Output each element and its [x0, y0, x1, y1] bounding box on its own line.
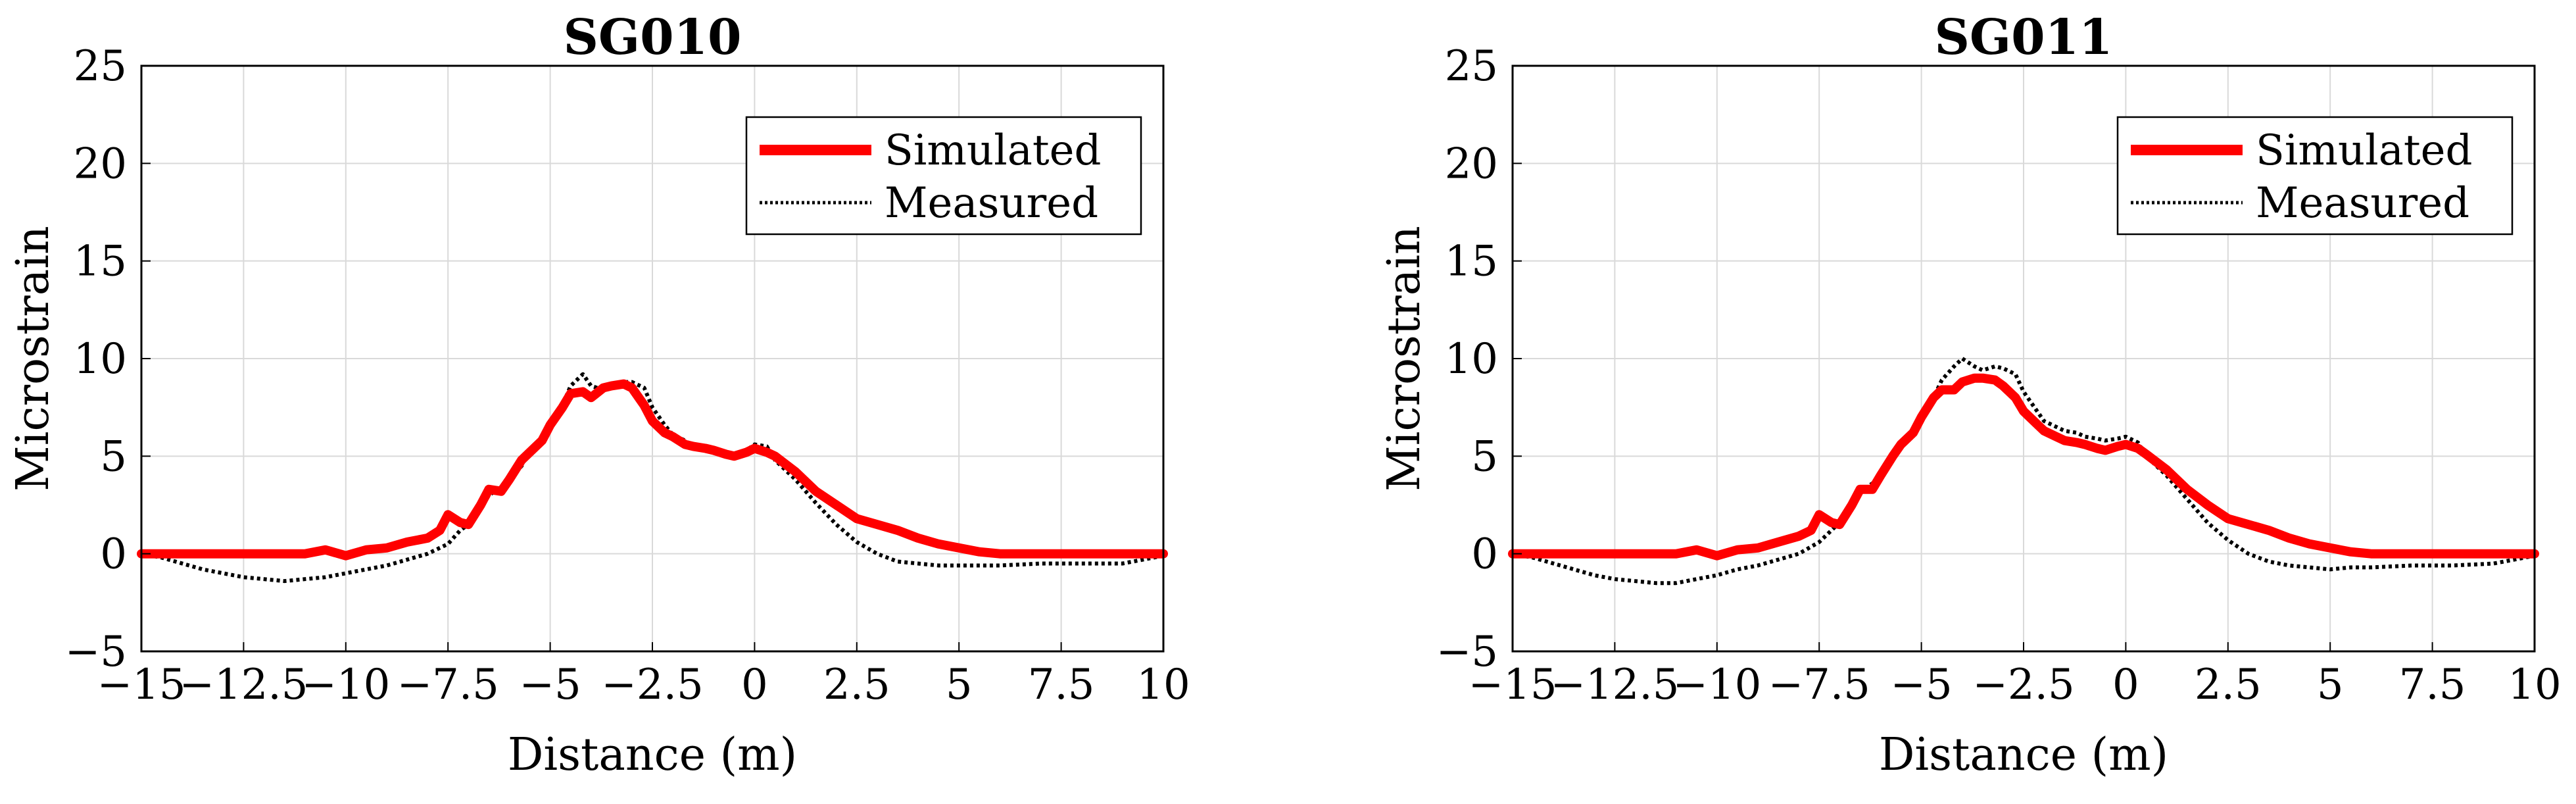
y-axis-label: Microstrain	[7, 226, 59, 491]
legend-label-measured: Measured	[2256, 179, 2469, 228]
series-line-simulated	[1508, 373, 2539, 561]
x-tick-label: −10	[1672, 661, 1761, 709]
y-tick-label: 25	[1445, 42, 1498, 91]
tick-labels: −15−12.5−10 −7.5 −5 −2.5 0 2.5 5 7.5 10 −5 0 5 10 15 2…	[1436, 42, 2562, 709]
series-line-measured	[141, 372, 1164, 584]
x-tick-label: −12.5	[179, 661, 308, 709]
x-tick-label: −15	[97, 661, 185, 709]
x-tick-label: −7.5	[397, 661, 498, 709]
legend-label-measured: Measured	[885, 179, 1098, 228]
y-tick-label: 10	[74, 335, 127, 384]
y-tick-label: 0	[100, 530, 127, 579]
x-tick-label: −5	[1890, 661, 1952, 709]
series-group	[1508, 357, 2539, 586]
x-tick-label: 10	[2508, 661, 2561, 709]
legend: Simulated Measured	[745, 116, 1142, 236]
series-line-measured	[1512, 357, 2535, 586]
tick-labels: −15−12.5−10 −7.5 −5 −2.5 0 2.5 5 7.5 10 −5 0 5 10 15 2…	[65, 42, 1190, 709]
chart-panel-sg011: SG011 −15−12.5−10 −7.5 −5 −2.5 0 2.5 5 7.5 10 −5 0…	[1378, 9, 2562, 781]
x-tick-label: −15	[1468, 661, 1557, 709]
legend-box	[745, 116, 1142, 236]
y-tick-label: 0	[1471, 530, 1498, 579]
x-tick-label: −12.5	[1550, 661, 1679, 709]
x-tick-label: −7.5	[1768, 661, 1870, 709]
y-tick-label: 15	[74, 238, 127, 286]
y-tick-label: 5	[1471, 432, 1498, 481]
x-tick-label: −2.5	[601, 661, 703, 709]
x-axis-label: Distance (m)	[508, 729, 797, 781]
x-tick-label: 5	[946, 661, 973, 709]
x-tick-label: −2.5	[1972, 661, 2074, 709]
legend-label-simulated: Simulated	[885, 126, 1101, 175]
legend-box	[2116, 116, 2514, 236]
y-tick-label: 5	[100, 432, 127, 481]
legend: Simulated Measured	[2116, 116, 2514, 236]
x-axis-label: Distance (m)	[1879, 729, 2168, 781]
legend-label-simulated: Simulated	[2256, 126, 2472, 175]
x-tick-label: 10	[1136, 661, 1190, 709]
y-tick-label: 15	[1445, 238, 1498, 286]
x-tick-label: 0	[741, 661, 768, 709]
y-axis-label: Microstrain	[1378, 226, 1430, 491]
x-tick-label: 7.5	[2399, 661, 2466, 709]
x-tick-label: −10	[301, 661, 390, 709]
chart-title: SG011	[1934, 9, 2112, 66]
x-tick-label: −5	[519, 661, 581, 709]
y-tick-label: 20	[1445, 139, 1498, 188]
x-tick-label: 2.5	[823, 661, 890, 709]
y-tick-label: 20	[74, 139, 127, 188]
y-tick-label: 25	[74, 42, 127, 91]
chart-panel-sg010: SG010 −15−12.5−10 −7.5 −5 −2.5 0 2.5 5 7.5 10 −5 0…	[7, 9, 1190, 781]
chart-title: SG010	[563, 9, 741, 66]
series-group	[137, 372, 1168, 584]
series-line-simulated	[137, 379, 1168, 561]
y-tick-label: 10	[1445, 335, 1498, 384]
x-tick-label: 0	[2112, 661, 2139, 709]
x-tick-label: 7.5	[1028, 661, 1095, 709]
x-tick-label: 2.5	[2195, 661, 2262, 709]
y-tick-label: −5	[1436, 628, 1498, 676]
x-tick-label: 5	[2317, 661, 2344, 709]
y-tick-label: −5	[65, 628, 127, 676]
